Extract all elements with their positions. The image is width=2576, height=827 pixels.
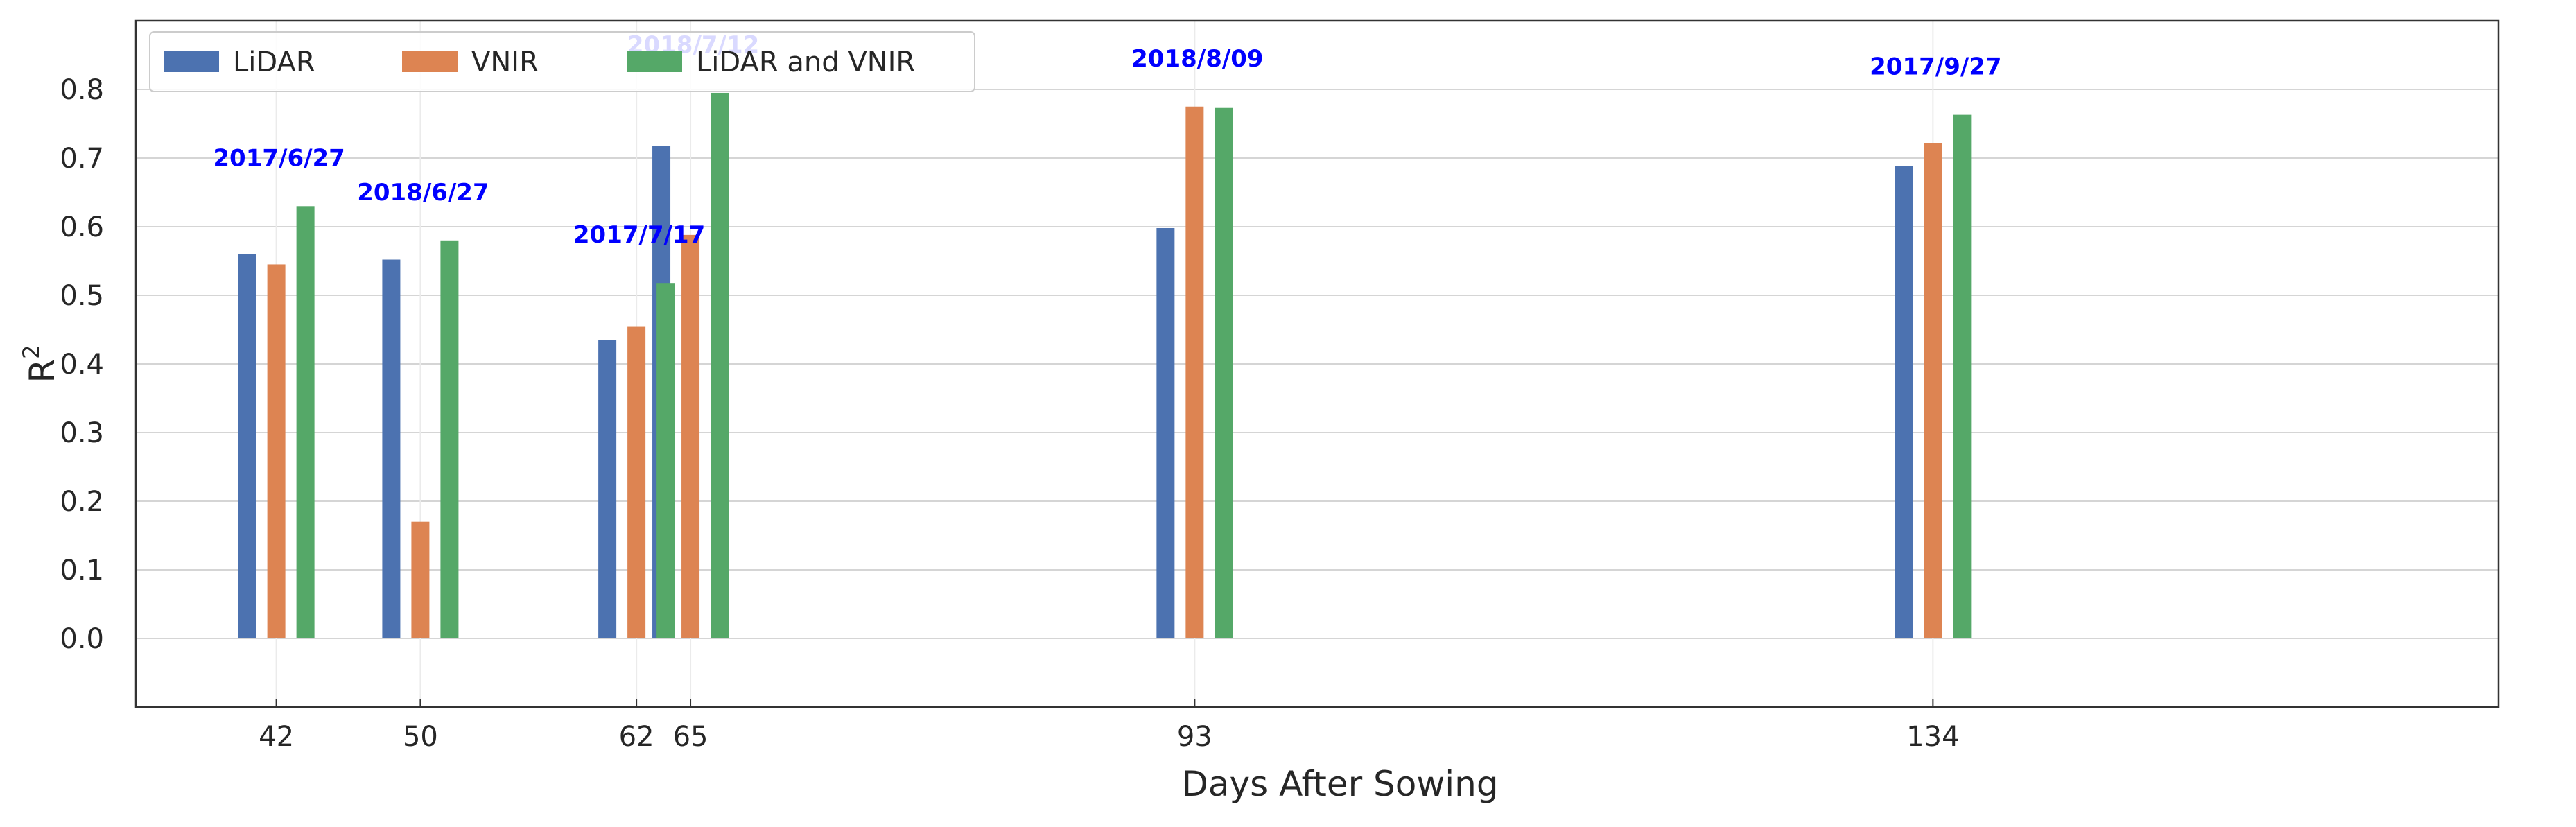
x-tick-label: 134 [1906, 721, 1959, 753]
legend: LiDAR VNIR LiDAR and VNIR [149, 31, 975, 92]
bar-vnir [411, 521, 430, 638]
y-tick-label: 0.2 [60, 486, 104, 518]
bars [238, 92, 1972, 639]
date-annotation: 2017/6/27 [213, 144, 345, 172]
bar-vnir [1924, 143, 1942, 639]
bar-lidar-and-vnir [296, 206, 315, 638]
bar-vnir [627, 326, 646, 638]
y-tick-label: 0.4 [60, 349, 104, 381]
date-annotation: 2017/9/27 [1870, 53, 2001, 81]
date-annotation: 2017/7/17 [573, 221, 705, 249]
bar-lidar-and-vnir [711, 92, 729, 638]
y-axis-label: R2 [18, 345, 62, 383]
bar-vnir [267, 264, 286, 638]
legend-label: LiDAR [233, 46, 315, 78]
bar-lidar [1895, 166, 1913, 638]
x-tick-labels: 42 50 62 65 93 134 [259, 721, 1959, 753]
legend-box [149, 31, 975, 92]
y-tick-label: 0.3 [60, 417, 104, 449]
bar-lidar-and-vnir [1215, 107, 1233, 639]
y-tick-label: 0.6 [60, 211, 104, 243]
legend-swatch [402, 51, 458, 72]
legend-label: LiDAR and VNIR [696, 46, 915, 78]
x-tick-label: 50 [403, 721, 438, 753]
bar-lidar-and-vnir [1953, 114, 1972, 638]
x-tick-label: 93 [1177, 721, 1212, 753]
bar-lidar [238, 254, 256, 639]
grid-lines [136, 21, 2498, 707]
date-annotation: 2018/8/09 [1131, 45, 1263, 73]
bar-vnir [1185, 106, 1204, 638]
legend-label: VNIR [471, 46, 539, 78]
bar-lidar [1156, 227, 1175, 639]
x-tick-label: 42 [259, 721, 294, 753]
legend-swatch [164, 51, 219, 72]
bar-vnir [681, 234, 700, 638]
y-tick-label: 0.5 [60, 280, 104, 312]
bar-lidar [598, 340, 617, 638]
date-annotation: 2018/6/27 [357, 179, 489, 207]
y-tick-label: 0.8 [60, 74, 104, 106]
y-tick-label: 0.0 [60, 623, 104, 655]
x-tick-label: 65 [673, 721, 708, 753]
bar-lidar-and-vnir [440, 240, 459, 638]
y-axis-label-base: R [22, 359, 62, 383]
y-tick-label: 0.7 [60, 143, 104, 175]
bar-lidar [382, 259, 401, 638]
bar-lidar-and-vnir [656, 283, 675, 638]
legend-swatch [627, 51, 682, 72]
x-axis-label: Days After Sowing [1181, 764, 1498, 804]
y-axis-label-superscript: 2 [18, 345, 44, 358]
y-tick-label: 0.1 [60, 555, 104, 586]
y-tick-labels: 0.0 0.1 0.2 0.3 0.4 0.5 0.6 0.7 0.8 [60, 74, 104, 655]
x-tick-label: 62 [619, 721, 654, 753]
plot-frame [134, 19, 2500, 708]
